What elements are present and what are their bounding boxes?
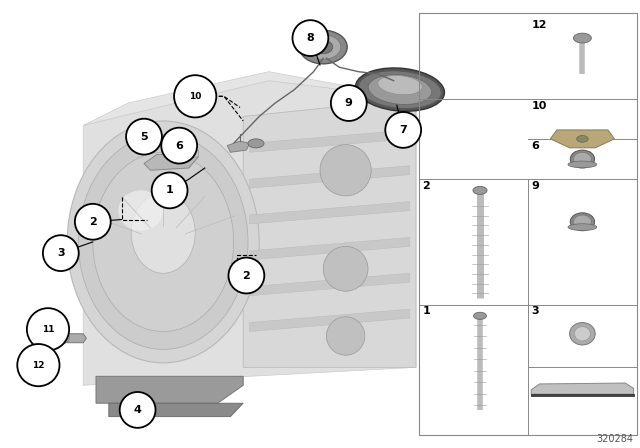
Ellipse shape <box>126 119 162 155</box>
Ellipse shape <box>120 392 156 428</box>
Ellipse shape <box>570 150 595 168</box>
Ellipse shape <box>331 85 367 121</box>
Ellipse shape <box>314 40 333 54</box>
Ellipse shape <box>248 139 264 148</box>
Ellipse shape <box>573 215 591 228</box>
Bar <box>419 13 637 435</box>
Text: 12: 12 <box>32 361 45 370</box>
Text: 8: 8 <box>307 33 314 43</box>
Text: 12: 12 <box>531 20 547 30</box>
Text: 10: 10 <box>189 92 202 101</box>
Ellipse shape <box>359 71 441 108</box>
Ellipse shape <box>131 193 195 273</box>
Polygon shape <box>250 273 410 296</box>
Polygon shape <box>109 403 243 417</box>
Ellipse shape <box>292 20 328 56</box>
Ellipse shape <box>161 128 197 164</box>
Ellipse shape <box>17 344 60 386</box>
Polygon shape <box>83 72 416 125</box>
Polygon shape <box>250 202 410 224</box>
Ellipse shape <box>326 317 365 355</box>
Text: 4: 4 <box>134 405 141 415</box>
Polygon shape <box>250 309 410 332</box>
Text: 11: 11 <box>42 325 54 334</box>
Text: 9: 9 <box>531 181 539 191</box>
Text: 3: 3 <box>531 306 539 316</box>
Ellipse shape <box>356 68 444 111</box>
Polygon shape <box>144 152 198 170</box>
Text: 2: 2 <box>243 271 250 280</box>
Text: 1: 1 <box>422 306 430 316</box>
Text: 5: 5 <box>140 132 148 142</box>
Ellipse shape <box>59 333 69 343</box>
Ellipse shape <box>228 258 264 293</box>
Text: 6: 6 <box>175 141 183 151</box>
Ellipse shape <box>568 224 596 231</box>
Ellipse shape <box>368 75 432 104</box>
Text: 6: 6 <box>531 141 539 151</box>
Ellipse shape <box>118 190 163 231</box>
Ellipse shape <box>577 135 588 142</box>
Polygon shape <box>531 383 634 394</box>
Ellipse shape <box>573 33 591 43</box>
Ellipse shape <box>570 213 595 231</box>
Ellipse shape <box>152 172 188 208</box>
Polygon shape <box>243 99 416 367</box>
Ellipse shape <box>323 246 368 291</box>
Text: 10: 10 <box>531 101 547 111</box>
Ellipse shape <box>67 121 259 363</box>
Ellipse shape <box>306 35 341 59</box>
Ellipse shape <box>78 134 248 349</box>
Polygon shape <box>227 141 250 152</box>
Polygon shape <box>67 334 86 343</box>
Polygon shape <box>250 166 410 188</box>
Polygon shape <box>250 130 410 152</box>
Text: 2: 2 <box>422 181 430 191</box>
Text: 7: 7 <box>399 125 407 135</box>
Polygon shape <box>531 394 634 396</box>
Polygon shape <box>170 150 198 159</box>
Ellipse shape <box>300 30 347 64</box>
Ellipse shape <box>378 75 422 95</box>
Polygon shape <box>83 81 416 385</box>
Ellipse shape <box>573 152 591 166</box>
Polygon shape <box>250 237 410 260</box>
Ellipse shape <box>27 308 69 350</box>
Ellipse shape <box>473 186 487 194</box>
Polygon shape <box>550 130 614 148</box>
Text: 320284: 320284 <box>596 434 634 444</box>
Ellipse shape <box>385 112 421 148</box>
Text: 3: 3 <box>57 248 65 258</box>
Ellipse shape <box>320 145 371 196</box>
Ellipse shape <box>75 204 111 240</box>
Text: 9: 9 <box>345 98 353 108</box>
Ellipse shape <box>570 323 595 345</box>
Ellipse shape <box>568 161 596 168</box>
Text: 1: 1 <box>166 185 173 195</box>
Polygon shape <box>96 376 243 403</box>
Ellipse shape <box>575 327 591 341</box>
Ellipse shape <box>43 235 79 271</box>
Ellipse shape <box>174 75 216 117</box>
Text: 2: 2 <box>89 217 97 227</box>
Ellipse shape <box>474 312 486 319</box>
Ellipse shape <box>93 152 234 332</box>
Ellipse shape <box>575 34 589 42</box>
